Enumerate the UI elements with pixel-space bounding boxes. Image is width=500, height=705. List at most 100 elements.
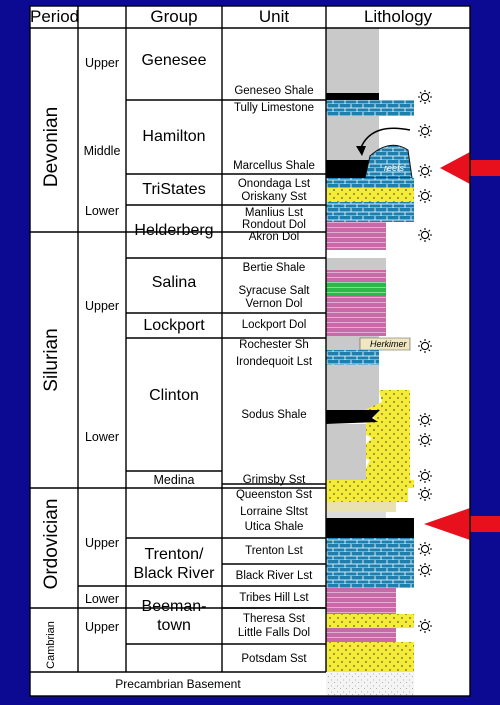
unit-label: Manlius Lst — [244, 207, 304, 219]
sun-icon — [418, 90, 432, 104]
unit-label: Vernon Dol — [245, 298, 303, 310]
unit-label: Geneseo Shale — [234, 85, 314, 97]
sun-icon — [418, 164, 432, 178]
basement-label: Precambrian Basement — [115, 677, 241, 691]
lithology-column — [326, 28, 414, 696]
black-river-limestone-layer — [326, 568, 414, 588]
unit-label: Akron Dol — [248, 231, 300, 243]
unit-label: Lockport Dol — [241, 319, 307, 331]
group-medina: Medina — [153, 473, 195, 487]
geneseo-gray-shale — [326, 28, 379, 93]
group-genesee: Genesee — [141, 52, 207, 69]
unit-label: Potsdam Sst — [241, 653, 307, 665]
header-unit: Unit — [258, 7, 290, 26]
subdivision-label: Lower — [84, 430, 120, 444]
group-tristates: TriStates — [142, 181, 206, 198]
table-grid — [29, 5, 471, 697]
unit-label: Irondequoit Lst — [235, 356, 313, 368]
herkimer-lens — [359, 337, 411, 351]
unit-label: Trenton Lst — [245, 545, 303, 557]
queenston-sandstone-layer — [326, 488, 408, 502]
sun-icon — [418, 124, 432, 138]
unit-label: Rondout Dol — [242, 219, 306, 231]
subdivision-label: Upper — [84, 536, 120, 550]
header-period: Period — [30, 7, 80, 26]
sodus-gray-shale — [326, 365, 379, 410]
subdivision-label: Upper — [84, 620, 120, 634]
subdivision-label: Upper — [84, 299, 120, 313]
unit-label: Lorraine Sltst — [240, 506, 308, 518]
unit-label: Theresa Sst — [243, 613, 305, 625]
irondequoit-limestone-layer — [326, 350, 379, 365]
tully-limestone-layer — [326, 100, 414, 116]
trenton-limestone-layer — [326, 538, 414, 568]
group-lockport: Lockport — [143, 317, 205, 334]
red-arrow-icon — [424, 508, 500, 540]
group-beemantown-2: town — [157, 617, 191, 634]
unit-label: Utica Shale — [244, 521, 304, 533]
rondout-akron-dolomite-layer — [326, 222, 386, 250]
unit-label: Syracuse Salt — [238, 285, 310, 297]
unit-label: Little Falls Dol — [237, 627, 311, 639]
group-hamilton: Hamilton — [142, 128, 206, 145]
header-lithology: Lithology — [363, 7, 433, 26]
bertie-shale-layer — [326, 258, 386, 270]
subdivision-label: Upper — [84, 56, 120, 70]
unit-label: Queenston Sst — [235, 489, 313, 501]
sun-icon — [418, 487, 432, 501]
grimsby-sandstone-layer — [326, 480, 414, 488]
group-clinton: Clinton — [149, 387, 199, 404]
unit-label: Tribes Hill Lst — [239, 592, 309, 604]
sun-icon — [418, 469, 432, 483]
reef-pointer-line — [359, 127, 411, 151]
subdivision-label: Middle — [83, 144, 121, 158]
sun-icon — [418, 413, 432, 427]
sun-icon — [418, 542, 432, 556]
theresa-sandstone-layer — [326, 614, 414, 628]
subdivision-label: Lower — [84, 204, 120, 218]
sun-icon — [418, 433, 432, 447]
manlius-limestone-layer — [326, 202, 414, 222]
sun-icon — [418, 189, 432, 203]
little-falls-dolomite-layer — [326, 628, 396, 642]
onondaga-limestone-layer — [326, 178, 414, 188]
group-helderberg: Helderberg — [134, 222, 214, 239]
basement-layer — [326, 672, 414, 696]
tribes-hill-layer — [326, 588, 396, 614]
unit-label: Marcellus Shale — [233, 160, 315, 172]
unit-label: Rochester Sh — [239, 339, 309, 351]
lorraine-siltstone-layer — [326, 502, 396, 512]
period-silurian: Silurian — [41, 328, 62, 392]
sun-symbols — [418, 90, 432, 633]
oriskany-sandstone-layer — [326, 188, 414, 202]
unit-label: Oriskany Sst — [241, 191, 307, 203]
header-group: Group — [150, 7, 198, 26]
sodus-black-tongue — [326, 410, 380, 424]
reef-pointer-head — [356, 146, 366, 156]
hamilton-gray-shale — [326, 116, 379, 162]
unit-label: Sodus Shale — [241, 409, 307, 421]
utica-black-shale — [326, 518, 414, 538]
sun-icon — [418, 563, 432, 577]
group-beemantown: Beeman- — [141, 598, 207, 615]
sun-icon — [418, 619, 432, 633]
reefs-label: reefs — [384, 163, 405, 173]
reef-mound — [364, 144, 413, 179]
group-salina: Salina — [151, 274, 197, 291]
subdivision-label: Lower — [84, 592, 120, 606]
herkimer-label: Herkimer — [370, 339, 407, 349]
syracuse-salt-layer — [326, 282, 386, 296]
unit-label: Black River Lst — [235, 570, 313, 582]
sun-icon — [418, 339, 432, 353]
unit-label: Bertie Shale — [242, 262, 306, 274]
lockport-dolomite-layer — [326, 296, 386, 336]
unit-label: Grimsby Sst — [242, 474, 306, 486]
group-black-river: Black River — [133, 565, 215, 582]
unit-label: Tully Limestone — [233, 102, 315, 114]
period-devonian: Devonian — [41, 106, 62, 188]
unit-label: Onondaga Lst — [237, 178, 311, 190]
potsdam-sandstone-layer — [326, 642, 414, 672]
group-trenton: Trenton/ — [144, 546, 204, 563]
sun-icon — [418, 228, 432, 242]
